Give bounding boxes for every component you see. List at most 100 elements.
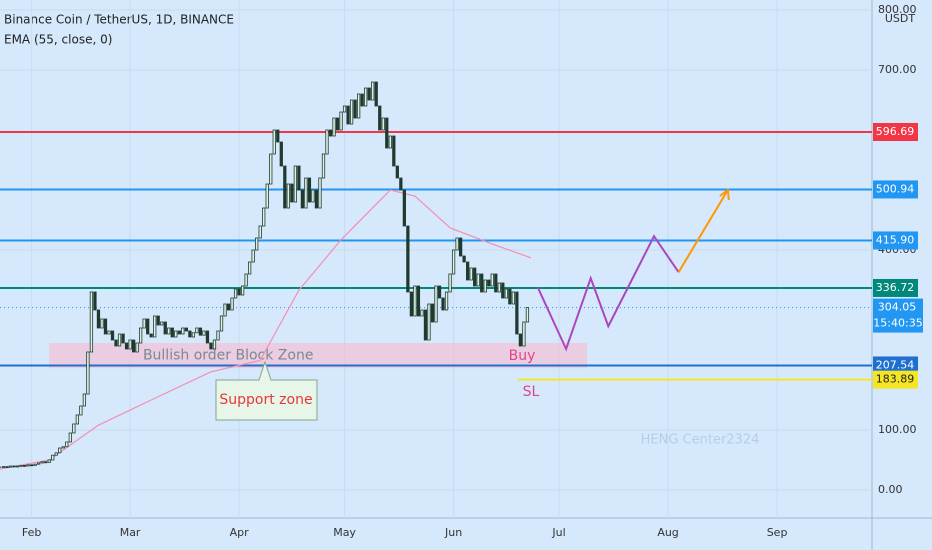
arrow-head [719,188,730,201]
candle [357,93,361,119]
candle [163,321,167,335]
candle [515,291,519,335]
x-tick-label: Jun [444,526,462,539]
candle [392,135,396,167]
candle [61,446,65,449]
candle [388,135,392,149]
candle [272,129,276,155]
candle [209,342,213,350]
level-label: 500.94 [876,182,915,195]
candle [269,153,273,185]
ema-line [0,189,532,470]
candle [367,87,371,101]
candle [325,129,329,155]
candle [483,279,487,293]
candle [395,165,399,179]
candle [110,330,115,341]
candle [328,129,333,137]
candle [128,339,132,350]
candle [117,333,122,347]
indicator-label: EMA (55, close, 0) [4,33,112,47]
support-label: Support zone [219,392,312,408]
candle [191,332,196,338]
candle [149,333,153,338]
candle [265,183,269,209]
candle [156,315,160,326]
candle [480,273,484,293]
candle [318,177,322,209]
candle [167,327,171,335]
candle [420,309,424,317]
candle [33,463,37,466]
buy-label: Buy [509,348,536,364]
candle [504,288,508,299]
candle [332,117,336,137]
candle [19,464,23,467]
candle [476,273,480,287]
candle [93,291,97,311]
candle [473,267,477,287]
candle [68,432,72,443]
candle [198,327,203,336]
candle [276,129,280,143]
projection-path [537,234,680,352]
candle [346,105,350,125]
candle [15,465,20,468]
chart-title: Binance Coin / TetherUS, 1D, BINANCE [4,13,234,27]
level-label: 183.89 [876,373,915,386]
candle [490,273,494,287]
sl-label: SL [523,384,540,400]
candle [385,117,389,149]
candle [406,225,410,293]
candle [44,461,48,464]
candle [353,99,357,119]
candle [177,330,181,335]
candle [205,330,210,344]
level-tag [873,180,918,199]
candle [430,303,435,323]
candle [290,183,294,203]
candle [195,327,199,334]
candle [297,165,301,191]
candle [174,330,178,338]
level-label: 207.54 [876,358,915,371]
candle [349,99,354,125]
target-arrow [677,189,729,273]
candle [518,333,523,347]
candle [188,330,192,338]
level-tag [873,231,918,250]
last-price-label: 304.05 [878,301,917,314]
candle [451,249,456,275]
candle [413,285,417,317]
candle [230,297,234,311]
candle [139,327,143,344]
level-label: 415.90 [876,233,915,246]
candle [469,267,473,281]
candle [251,249,255,263]
candle [223,303,227,317]
zone-label: Bullish order Block Zone [143,348,314,364]
candle [497,282,501,293]
candle [342,105,347,113]
candle [212,339,217,350]
candle [441,297,445,311]
candle [184,327,188,332]
candle [237,288,241,296]
level-tag [873,356,918,375]
candle [434,285,438,323]
candle [26,464,30,467]
y-tick-label: 800.00 [878,3,917,16]
candle [47,459,51,463]
x-tick-label: Sep [767,526,788,539]
candle [416,285,421,317]
candle [22,464,27,467]
candle [216,330,220,341]
candle [360,93,364,107]
candle [311,189,315,203]
candle [462,255,466,263]
candle [427,303,431,341]
x-tick-label: Apr [230,526,250,539]
level-label: 596.69 [876,125,915,138]
candle [121,333,125,344]
callout-box [215,360,318,421]
